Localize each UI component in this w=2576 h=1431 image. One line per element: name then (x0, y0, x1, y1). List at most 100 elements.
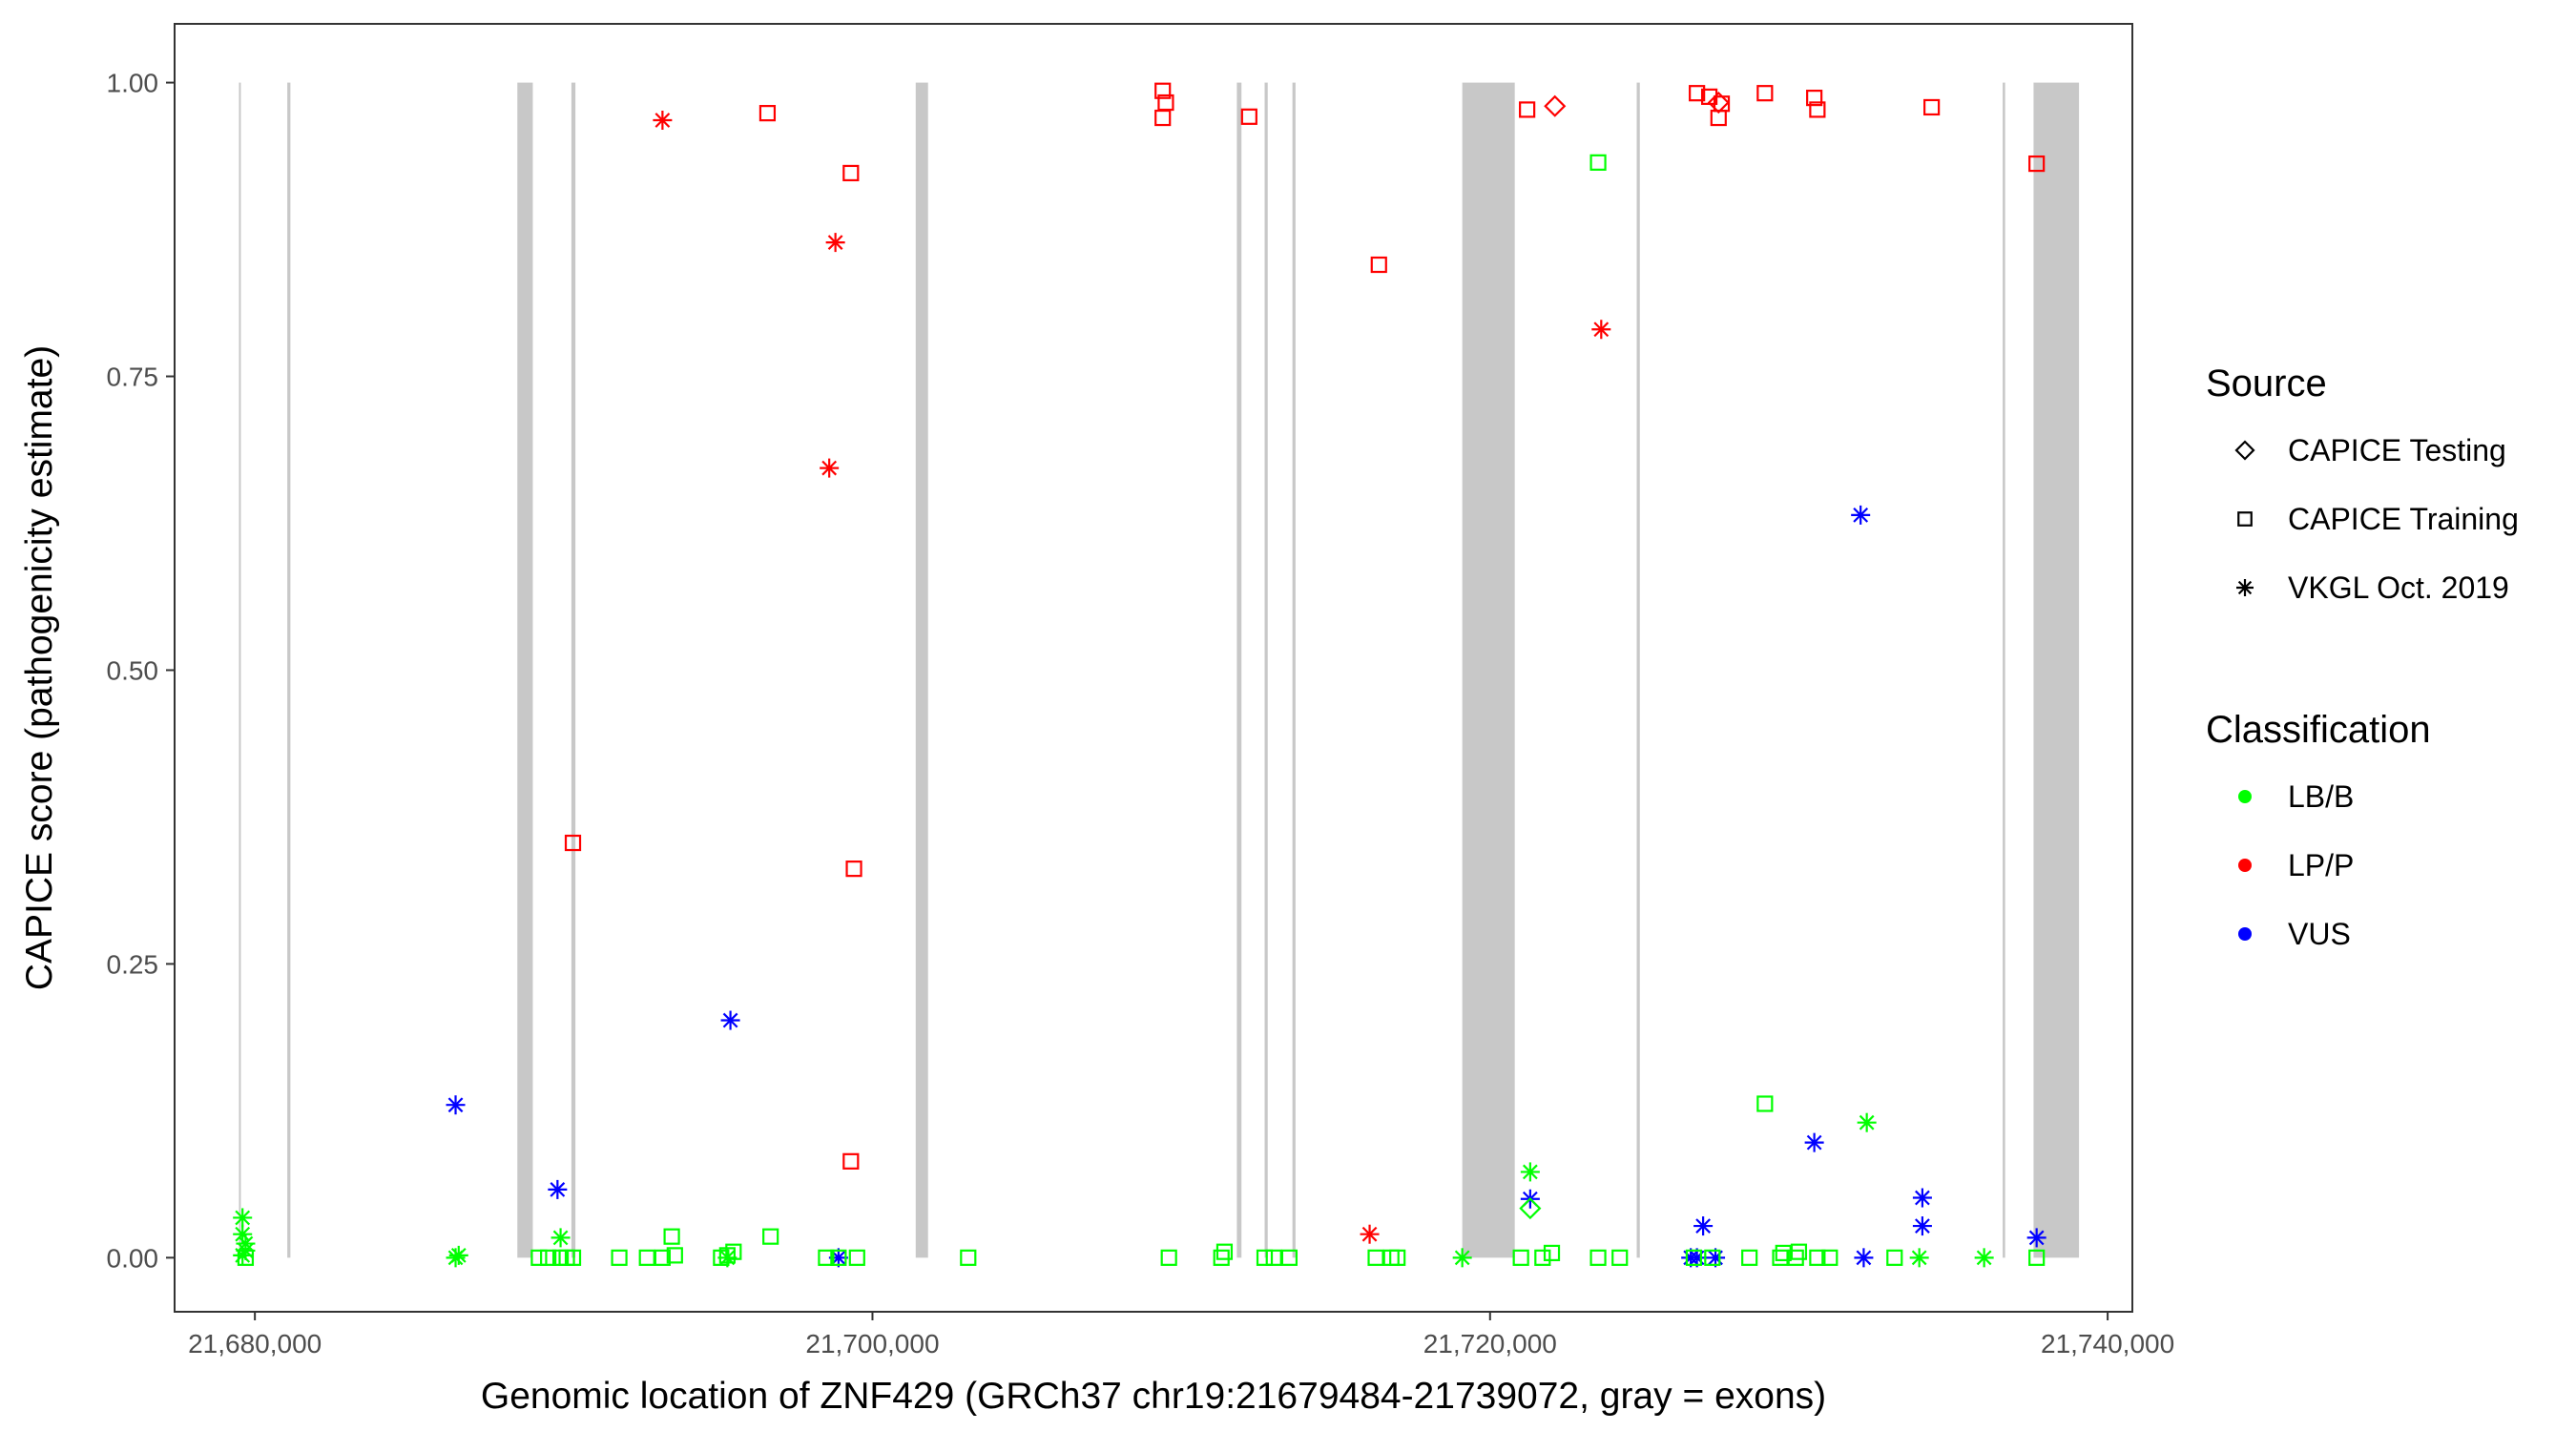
legend-class-dot (2238, 859, 2252, 872)
exon-band (287, 82, 291, 1258)
data-point-asterisk (1909, 1248, 1929, 1268)
data-point-square (564, 1249, 582, 1266)
asterisk-stroke (1454, 1250, 1470, 1266)
data-point-square (1756, 1095, 1774, 1112)
legend-source-label: VKGL Oct. 2019 (2288, 570, 2509, 605)
legend-classification-items: LB/B LP/P VUS (2238, 779, 2354, 951)
data-point-square (762, 1228, 779, 1245)
data-point-square (1923, 98, 1941, 116)
y-tick-label: 0.75 (107, 363, 159, 392)
data-point-asterisk (653, 111, 673, 131)
data-point-square (1154, 82, 1172, 99)
exon-band (1636, 82, 1640, 1258)
data-point-asterisk (720, 1010, 740, 1030)
data-point-square (2237, 511, 2253, 527)
data-point-square (1213, 1249, 1230, 1266)
legend: Source CAPICE Testing CAPICE Training VKGL… (2206, 363, 2519, 951)
data-point-asterisk (2236, 579, 2254, 596)
data-point-square (1806, 90, 1823, 107)
asterisk-stroke (550, 1182, 566, 1197)
data-point-square (1512, 1249, 1529, 1266)
data-point-square (1534, 1249, 1551, 1266)
data-point-asterisk (1912, 1188, 1932, 1208)
data-point-square (1689, 85, 1706, 102)
y-axis-title: CAPICE score (pathogenicity estimate) (19, 345, 60, 990)
data-point-square (830, 1249, 847, 1266)
data-point-asterisk (1693, 1216, 1714, 1236)
asterisk-stroke (552, 1230, 569, 1246)
data-point-square (1611, 1249, 1629, 1266)
data-point-asterisk (820, 458, 840, 478)
x-axis-title: Genomic location of ZNF429 (GRCh37 chr19… (481, 1376, 1826, 1417)
exon-band (2033, 82, 2080, 1258)
exon-band (1462, 82, 1515, 1258)
asterisk-stroke (821, 460, 838, 476)
asterisk-stroke (1361, 1226, 1378, 1242)
data-point-asterisk (448, 1245, 468, 1265)
data-point-square (1256, 1249, 1274, 1266)
exon-band (915, 82, 928, 1258)
data-point-square (1367, 1249, 1384, 1266)
asterisk-stroke (2028, 1230, 2045, 1246)
exon-band (1236, 82, 1242, 1258)
data-point-square (1280, 1249, 1298, 1266)
asterisk-stroke (1976, 1250, 1992, 1266)
data-point-square (842, 164, 860, 182)
exon-band (571, 82, 576, 1258)
data-point-square (1543, 1244, 1561, 1262)
asterisk-stroke (2237, 580, 2253, 595)
data-point-square (666, 1247, 683, 1264)
asterisk-stroke (235, 1226, 251, 1242)
data-point-asterisk (1804, 1132, 1824, 1152)
data-point-square (1685, 1249, 1703, 1266)
legend-source-label: CAPICE Training (2288, 502, 2519, 536)
data-point-square (564, 834, 582, 852)
legend-source-label: CAPICE Testing (2288, 433, 2506, 467)
data-point-asterisk (1854, 1248, 1874, 1268)
data-point-square (530, 1249, 548, 1266)
legend-class-label: VUS (2288, 917, 2351, 951)
data-point-square (758, 105, 777, 122)
data-point-square (654, 1249, 671, 1266)
legend-class-dot (2238, 927, 2252, 941)
asterisk-stroke (1806, 1134, 1822, 1151)
asterisk-stroke (447, 1097, 464, 1113)
asterisk-stroke (654, 113, 671, 128)
data-point-square (725, 1243, 742, 1260)
x-tick-label: 21,720,000 (1423, 1329, 1557, 1358)
y-tick-label: 1.00 (107, 69, 159, 98)
asterisk-stroke (1911, 1250, 1927, 1266)
y-tick-label: 0.00 (107, 1243, 159, 1273)
asterisk-stroke (1522, 1164, 1538, 1180)
legend-classification-title: Classification (2206, 709, 2431, 751)
exon-band (517, 82, 533, 1258)
data-point-square (2028, 155, 2046, 173)
plot-panel-border (174, 23, 2133, 1313)
data-point-asterisk (1452, 1248, 1472, 1268)
data-point-square (1741, 1249, 1758, 1266)
y-axis: 0.00 0.25 0.50 0.75 1.00 (107, 69, 175, 1273)
data-point-square (663, 1228, 680, 1245)
exon-band (1264, 82, 1268, 1258)
data-point-square (842, 1152, 860, 1170)
data-point-square (1154, 109, 1172, 127)
asterisk-stroke (1853, 507, 1869, 523)
data-point-square (818, 1249, 835, 1266)
asterisk-stroke (722, 1012, 738, 1028)
asterisk-stroke (235, 1210, 251, 1226)
data-point-asterisk (1857, 1112, 1877, 1132)
data-point-asterisk (548, 1179, 568, 1199)
data-point-asterisk (1974, 1248, 1994, 1268)
exon-bands (239, 82, 2080, 1258)
data-point-square (1370, 256, 1387, 274)
data-point-square (848, 1249, 865, 1266)
asterisk-stroke (450, 1247, 467, 1263)
data-point-square (1756, 85, 1774, 102)
data-point-asterisk (551, 1228, 571, 1248)
data-point-diamond (1519, 1197, 1542, 1220)
x-tick-label: 21,680,000 (188, 1329, 322, 1358)
data-point-square (1519, 101, 1536, 118)
data-point-square (845, 861, 862, 878)
data-point-square (611, 1249, 628, 1266)
